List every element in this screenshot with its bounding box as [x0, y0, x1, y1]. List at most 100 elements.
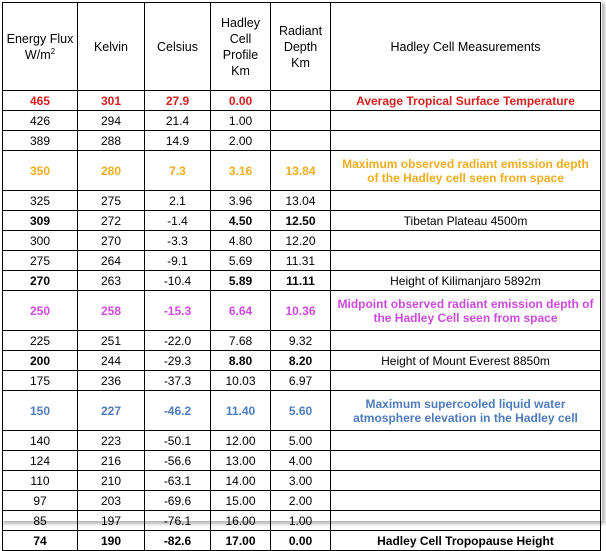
- cell-depth: 1.00: [270, 510, 331, 531]
- cell-desc: [330, 490, 601, 511]
- table-row: 225 251 -22.0 7.68 9.32: [2, 330, 601, 351]
- cell-profile: 16.00: [210, 510, 271, 531]
- cell-celsius: -46.2: [144, 390, 211, 431]
- cell-flux: 389: [2, 130, 78, 151]
- cell-celsius: -56.6: [144, 450, 211, 471]
- header-radiant-line1: Radiant: [278, 23, 323, 38]
- cell-celsius: -9.1: [144, 250, 211, 271]
- cell-celsius: -63.1: [144, 470, 211, 491]
- cell-kelvin: 288: [77, 130, 145, 151]
- cell-celsius: -10.4: [144, 270, 211, 291]
- cell-flux: 140: [2, 430, 78, 451]
- cell-profile: 6.64: [210, 290, 271, 331]
- cell-kelvin: 210: [77, 470, 145, 491]
- table-row: 250 258 -15.3 6.64 10.36 Midpoint observed ra…: [2, 290, 601, 331]
- cell-flux: 175: [2, 370, 78, 391]
- cell-kelvin: 294: [77, 110, 145, 131]
- header-radiant-line2: Depth: [283, 39, 318, 54]
- cell-flux: 110: [2, 470, 78, 491]
- cell-desc: [330, 450, 601, 471]
- cell-flux: 300: [2, 230, 78, 251]
- cell-flux: 225: [2, 330, 78, 351]
- cell-desc: Height of Kilimanjaro 5892m: [330, 270, 601, 291]
- cell-kelvin: 216: [77, 450, 145, 471]
- cell-desc: [330, 510, 601, 531]
- cell-kelvin: 203: [77, 490, 145, 511]
- cell-flux: 325: [2, 190, 78, 211]
- table-row: 389 288 14.9 2.00: [2, 130, 601, 151]
- cell-kelvin: 272: [77, 210, 145, 231]
- cell-profile: 4.50: [210, 210, 271, 231]
- cell-flux: 200: [2, 350, 78, 371]
- cell-profile: 1.00: [210, 110, 271, 131]
- table-row: 325 275 2.1 3.96 13.04: [2, 190, 601, 211]
- cell-depth: 10.36: [270, 290, 331, 331]
- header-energy-flux-unit-sup: 2: [50, 46, 56, 56]
- cell-profile: 13.00: [210, 450, 271, 471]
- cell-depth: 13.84: [270, 150, 331, 191]
- cell-desc: [330, 330, 601, 351]
- table-row: 309 272 -1.4 4.50 12.50 Tibetan Plateau 4500m: [2, 210, 601, 231]
- header-radiant-depth: Radiant Depth Km: [270, 2, 331, 91]
- cell-profile: 4.80: [210, 230, 271, 251]
- table-row: 85 197 -76.1 16.00 1.00: [2, 510, 601, 531]
- cell-kelvin: 270: [77, 230, 145, 251]
- cell-flux: 124: [2, 450, 78, 471]
- cell-celsius: -29.3: [144, 350, 211, 371]
- cell-depth: 13.04: [270, 190, 331, 211]
- cell-kelvin: 301: [77, 90, 145, 111]
- header-celsius: Celsius: [144, 2, 211, 91]
- cell-kelvin: 264: [77, 250, 145, 271]
- header-energy-flux-label: Energy Flux: [6, 31, 74, 46]
- cell-celsius: -76.1: [144, 510, 211, 531]
- cell-flux: 150: [2, 390, 78, 431]
- cell-kelvin: 190: [77, 530, 145, 551]
- cell-desc: Maximum observed radiant emission depth …: [330, 150, 601, 191]
- table-row: 97 203 -69.6 15.00 2.00: [2, 490, 601, 511]
- cell-flux: 74: [2, 530, 78, 551]
- table-row: 275 264 -9.1 5.69 11.31: [2, 250, 601, 271]
- header-hadley-line1: Hadley: [221, 15, 260, 30]
- cell-kelvin: 263: [77, 270, 145, 291]
- header-energy-flux: Energy Flux W/m2: [2, 2, 78, 91]
- cell-profile: 3.16: [210, 150, 271, 191]
- cell-profile: 2.00: [210, 130, 271, 151]
- cell-flux: 97: [2, 490, 78, 511]
- cell-depth: 5.60: [270, 390, 331, 431]
- cell-celsius: 27.9: [144, 90, 211, 111]
- cell-profile: 12.00: [210, 430, 271, 451]
- cell-desc: Tibetan Plateau 4500m: [330, 210, 601, 231]
- cell-celsius: -69.6: [144, 490, 211, 511]
- table-row: 150 227 -46.2 11.40 5.60 Maximum supercooled …: [2, 390, 601, 431]
- header-row: Energy Flux W/m2 Kelvin Celsius Hadley C…: [2, 2, 601, 91]
- cell-celsius: 21.4: [144, 110, 211, 131]
- header-energy-flux-unit: W/m: [24, 47, 51, 62]
- cell-kelvin: 236: [77, 370, 145, 391]
- cell-kelvin: 197: [77, 510, 145, 531]
- table-row: 140 223 -50.1 12.00 5.00: [2, 430, 601, 451]
- cell-depth: 5.00: [270, 430, 331, 451]
- table-row: 270 263 -10.4 5.89 11.11 Height of Kilimanjar…: [2, 270, 601, 291]
- cell-depth: 11.31: [270, 250, 331, 271]
- header-hadley-line3: Profile: [222, 47, 259, 62]
- cell-desc: [330, 250, 601, 271]
- cell-kelvin: 275: [77, 190, 145, 211]
- cell-depth: [270, 110, 331, 131]
- table-body: 465 301 27.9 0.00 Average Tropical Surface T…: [2, 90, 601, 551]
- header-hadley-line4: Km: [231, 63, 250, 78]
- table-row: 124 216 -56.6 13.00 4.00: [2, 450, 601, 471]
- table-row: 110 210 -63.1 14.00 3.00: [2, 470, 601, 491]
- cell-profile: 11.40: [210, 390, 271, 431]
- cell-profile: 17.00: [210, 530, 271, 551]
- cell-kelvin: 258: [77, 290, 145, 331]
- cell-kelvin: 244: [77, 350, 145, 371]
- table-row: 74 190 -82.6 17.00 0.00 Hadley Cell Tropopaus…: [2, 530, 601, 551]
- cell-celsius: -15.3: [144, 290, 211, 331]
- cell-depth: [270, 130, 331, 151]
- cell-desc: [330, 370, 601, 391]
- cell-depth: 11.11: [270, 270, 331, 291]
- cell-kelvin: 251: [77, 330, 145, 351]
- cell-flux: 309: [2, 210, 78, 231]
